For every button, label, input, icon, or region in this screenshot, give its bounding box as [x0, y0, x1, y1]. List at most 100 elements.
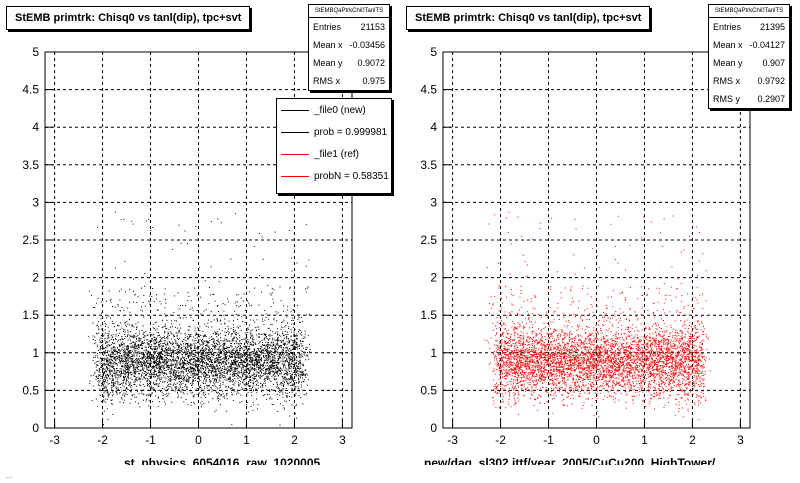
data-point	[105, 387, 106, 388]
data-point	[250, 355, 251, 356]
data-point	[270, 397, 271, 398]
data-point	[203, 352, 204, 353]
data-point	[171, 364, 172, 365]
data-point	[277, 338, 278, 339]
data-point	[260, 376, 261, 377]
data-point	[181, 333, 182, 334]
data-point	[283, 389, 284, 390]
data-point	[285, 392, 286, 393]
data-point	[98, 374, 99, 375]
data-point	[278, 375, 279, 376]
data-point	[253, 337, 254, 338]
data-point	[201, 397, 202, 398]
data-point	[213, 342, 214, 343]
data-point	[96, 364, 97, 365]
data-point	[159, 386, 160, 387]
data-point	[209, 375, 210, 376]
data-point	[256, 365, 257, 366]
data-point	[133, 366, 134, 367]
data-point	[179, 324, 180, 325]
data-point	[154, 377, 155, 378]
data-point	[234, 357, 235, 358]
data-point	[235, 302, 236, 303]
data-point	[277, 340, 278, 341]
data-point	[150, 382, 151, 383]
data-point	[185, 340, 186, 341]
data-point	[266, 373, 267, 374]
data-point	[197, 334, 198, 335]
data-point	[190, 363, 191, 364]
data-point	[265, 342, 266, 343]
data-point	[296, 338, 297, 339]
data-point	[149, 363, 150, 364]
data-point	[108, 384, 109, 385]
data-point	[172, 350, 173, 351]
data-point	[167, 354, 168, 355]
data-point	[284, 374, 285, 375]
data-point	[273, 384, 274, 385]
data-point	[156, 351, 157, 352]
data-point	[293, 342, 294, 343]
data-point	[246, 340, 247, 341]
data-point	[105, 374, 106, 375]
data-point	[284, 338, 285, 339]
data-point	[206, 354, 207, 355]
data-point	[228, 367, 229, 368]
data-point	[119, 384, 120, 385]
data-point	[195, 338, 196, 339]
data-point	[105, 329, 106, 330]
data-point	[243, 373, 244, 374]
data-point	[187, 361, 188, 362]
data-point	[239, 344, 240, 345]
data-point	[157, 335, 158, 336]
data-point	[188, 326, 189, 327]
data-point	[105, 323, 106, 324]
data-point	[284, 326, 285, 327]
data-point	[153, 382, 154, 383]
data-point	[132, 324, 133, 325]
data-point	[230, 371, 231, 372]
data-point	[235, 350, 236, 351]
data-point	[247, 339, 248, 340]
data-point	[291, 324, 292, 325]
data-point	[126, 362, 127, 363]
data-point	[129, 353, 130, 354]
data-point	[189, 369, 190, 370]
data-point	[158, 332, 159, 333]
data-point	[273, 289, 274, 290]
data-point	[151, 348, 152, 349]
data-point	[117, 365, 118, 366]
data-point	[180, 382, 181, 383]
data-point	[102, 385, 103, 386]
data-point	[261, 351, 262, 352]
data-point	[156, 374, 157, 375]
data-point	[197, 342, 198, 343]
data-point	[258, 337, 259, 338]
data-point	[101, 363, 102, 364]
data-point	[179, 345, 180, 346]
data-point	[179, 331, 180, 332]
data-point	[259, 371, 260, 372]
data-point	[285, 378, 286, 379]
data-point	[205, 350, 206, 351]
data-point	[235, 369, 236, 370]
data-point	[256, 334, 257, 335]
data-point	[170, 365, 171, 366]
data-point	[138, 369, 139, 370]
data-point	[167, 344, 168, 345]
data-point	[270, 367, 271, 368]
data-point	[104, 387, 105, 388]
data-point	[287, 349, 288, 350]
data-point	[287, 383, 288, 384]
data-point	[297, 305, 298, 306]
data-point	[112, 390, 113, 391]
data-point	[280, 425, 281, 426]
data-point	[169, 367, 170, 368]
data-point	[257, 372, 258, 373]
data-point	[98, 378, 99, 379]
data-point	[274, 360, 275, 361]
data-point	[221, 364, 222, 365]
data-point	[193, 369, 194, 370]
data-point	[163, 375, 164, 376]
data-point	[242, 362, 243, 363]
